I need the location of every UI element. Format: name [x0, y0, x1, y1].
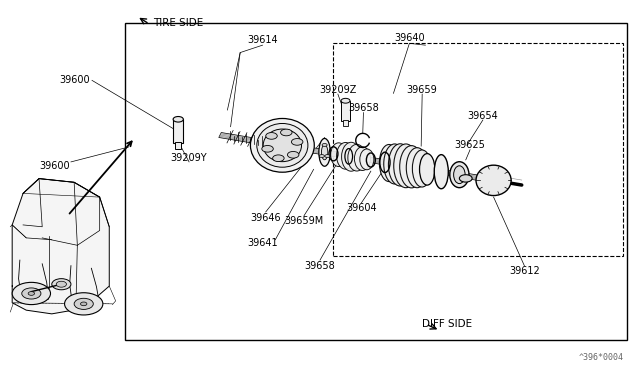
Text: 39614: 39614 [247, 35, 278, 45]
Circle shape [291, 138, 303, 145]
Circle shape [65, 293, 103, 315]
Text: 39640: 39640 [394, 33, 425, 43]
Text: DIFF SIDE: DIFF SIDE [422, 319, 472, 329]
Ellipse shape [173, 116, 183, 122]
Ellipse shape [388, 144, 412, 186]
Ellipse shape [341, 98, 350, 103]
Ellipse shape [412, 150, 431, 187]
Ellipse shape [450, 162, 469, 187]
Text: 39625: 39625 [454, 140, 486, 150]
Bar [341, 101, 350, 121]
Text: 39641: 39641 [247, 238, 278, 248]
Ellipse shape [321, 145, 328, 160]
Ellipse shape [263, 129, 301, 162]
Text: 39600: 39600 [59, 76, 90, 86]
Ellipse shape [420, 154, 435, 185]
Bar [333, 43, 623, 256]
Circle shape [319, 155, 324, 157]
Circle shape [262, 145, 273, 152]
Ellipse shape [406, 148, 428, 188]
Ellipse shape [435, 155, 448, 189]
Ellipse shape [250, 118, 314, 172]
Text: 39658: 39658 [305, 261, 335, 271]
Ellipse shape [476, 165, 511, 196]
Circle shape [12, 282, 51, 305]
Text: ^396*0004: ^396*0004 [579, 353, 623, 362]
Text: 39659M: 39659M [284, 216, 324, 226]
Text: 39654: 39654 [467, 110, 498, 121]
Ellipse shape [380, 144, 399, 182]
Bar [175, 141, 181, 149]
Ellipse shape [394, 144, 418, 188]
Ellipse shape [337, 142, 355, 169]
Ellipse shape [360, 149, 374, 170]
Ellipse shape [342, 142, 361, 171]
Circle shape [74, 298, 93, 310]
Circle shape [325, 155, 330, 157]
Text: 39600: 39600 [40, 161, 70, 171]
Circle shape [287, 151, 299, 158]
Circle shape [22, 288, 41, 299]
Text: 39209Z: 39209Z [319, 85, 356, 94]
Circle shape [28, 292, 35, 295]
Ellipse shape [355, 147, 371, 170]
Circle shape [273, 155, 284, 161]
Text: 39209Y: 39209Y [171, 153, 207, 163]
Bar [343, 120, 348, 126]
Bar [125, 23, 627, 340]
Text: 39659: 39659 [407, 85, 438, 94]
Bar [173, 119, 183, 143]
Text: TIRE SIDE: TIRE SIDE [153, 18, 203, 28]
Text: 39658: 39658 [348, 103, 379, 113]
Ellipse shape [384, 144, 406, 184]
Circle shape [266, 132, 277, 139]
Circle shape [460, 175, 472, 182]
Circle shape [322, 144, 327, 147]
Polygon shape [12, 179, 109, 314]
Ellipse shape [257, 124, 308, 167]
Ellipse shape [348, 144, 365, 171]
Circle shape [81, 302, 87, 306]
Text: 39604: 39604 [346, 203, 377, 213]
Circle shape [280, 129, 292, 136]
Ellipse shape [319, 138, 330, 166]
Ellipse shape [400, 145, 423, 188]
Polygon shape [219, 132, 479, 180]
Circle shape [52, 279, 71, 290]
Circle shape [56, 281, 67, 287]
Ellipse shape [331, 143, 347, 167]
Text: 39646: 39646 [250, 212, 281, 222]
Text: 39612: 39612 [509, 266, 540, 276]
Ellipse shape [454, 166, 465, 184]
